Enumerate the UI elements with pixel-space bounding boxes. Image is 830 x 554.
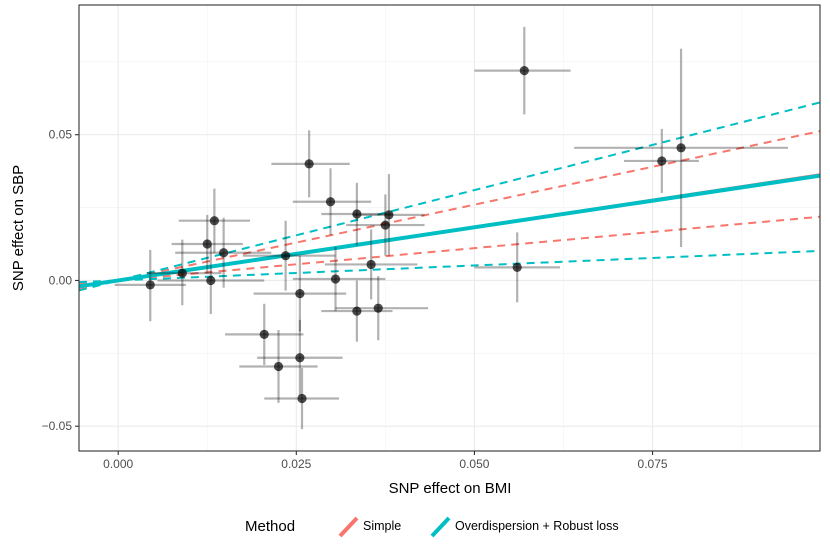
data-point-7 [273,361,284,372]
data-point-1 [177,268,187,278]
line-simple-upper [78,130,821,290]
data-point-15 [352,209,362,219]
x-axis-title: SNP effect on BMI [389,480,512,497]
x-tick-label: 0.025 [281,457,311,471]
line-simple-lower [78,215,821,286]
y-tick-label: −0.05 [42,419,73,433]
data-point-0 [145,280,155,290]
data-point-5 [219,248,229,258]
data-point-21 [512,262,522,272]
data-point-14 [330,274,341,284]
legend-key-robust [430,516,451,538]
data-point-2 [202,239,212,249]
data-point-23 [657,156,667,166]
data-point-20 [384,210,394,220]
data-point-24 [676,143,686,153]
line-robust-upper [78,101,821,292]
x-tick-label: 0.050 [459,457,489,471]
data-point-19 [380,220,390,230]
legend-label-robust: Overdispersion + Robust loss [455,519,619,533]
data-point-4 [206,275,216,286]
line-robust-estimate [78,173,821,289]
y-tick-label: 0.00 [49,273,73,287]
regression-lines [78,101,821,292]
minor-gridlines [79,5,820,451]
data-point-10 [295,353,305,363]
y-axis-title: SNP effect on SBP [10,165,27,291]
data-point-9 [295,288,305,299]
legend: Method Simple Overdispersion + Robust lo… [245,516,619,538]
legend-label-simple: Simple [363,519,401,533]
data-point-8 [281,251,291,261]
data-point-13 [325,197,336,207]
legend-key-simple [338,516,359,538]
data-point-22 [519,65,529,76]
data-point-6 [259,329,269,339]
plot-panel-background [79,5,820,451]
y-axis-ticks: −0.05 0.00 0.05 [42,128,79,433]
plot-panel-border [78,4,821,452]
x-tick-label: 0.075 [638,457,668,471]
line-robust-lower [78,249,821,284]
data-points [145,65,686,404]
x-tick-label: 0.000 [103,457,133,471]
data-point-18 [373,303,383,313]
x-axis-ticks: 0.000 0.025 0.050 0.075 [103,451,668,471]
data-point-3 [209,216,219,226]
legend-title: Method [245,518,295,535]
y-tick-label: 0.05 [49,128,73,142]
data-point-16 [352,306,362,316]
data-point-12 [304,159,314,169]
data-point-17 [366,259,376,270]
data-point-11 [297,393,307,404]
